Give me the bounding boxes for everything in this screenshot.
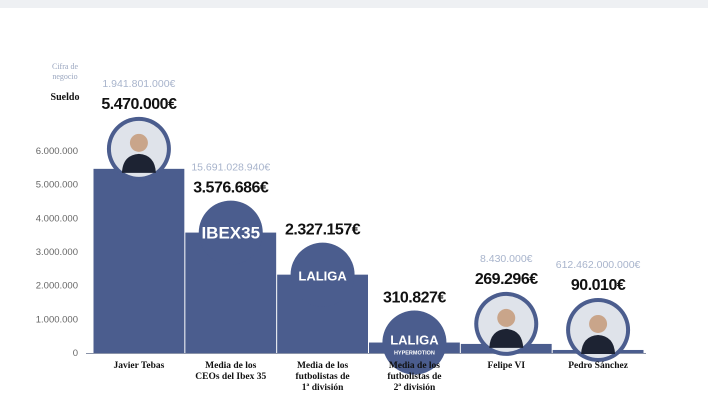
y-tick-label: 0 [73,348,78,359]
top-frame-strip [0,0,708,8]
value-label-1: 5.470.000€ [101,96,177,113]
marker-circle-2 [198,200,263,265]
value-label-3: 2.327.157€ [285,222,361,239]
laliga-hypermotion-logo: LALIGA [390,333,439,348]
turnover-label-6: 612.462.000.000€ [556,259,641,271]
category-label: 2ª división [394,383,436,393]
y-tick-label: 4.000.000 [36,213,78,224]
marker-circle-3 [290,242,355,307]
category-label: futbolistas de [296,372,350,382]
category-label: CEOs del Ibex 35 [195,372,266,382]
value-label-4: 310.827€ [383,290,446,307]
y-tick-label: 6.000.000 [36,146,78,157]
felipe-vi-portrait [489,328,524,348]
pedro-sanchez-portrait [581,334,616,354]
category-label: futbolistas de [387,372,441,382]
turnover-label-1: 1.941.801.000€ [102,78,175,90]
javier-tebas-portrait [121,153,156,173]
value-label-5: 269.296€ [475,271,538,288]
pedro-sanchez-portrait-head [589,314,608,333]
category-label: Javier Tebas [114,361,165,371]
marker-circle-4 [382,310,447,375]
y-tick-label: 3.000.000 [36,247,78,258]
laliga-hypermotion-logo-subtext: HYPERMOTION [394,351,435,357]
category-label: 1ª división [302,383,344,393]
javier-tebas-portrait-head [129,133,148,152]
value-label-6: 90.010€ [571,277,626,294]
bar-1 [93,168,185,353]
category-label: Media de los [389,361,440,371]
y-tick-label: 2.000.000 [36,281,78,292]
ibex35-logo: IBEX35 [201,224,260,243]
category-label: Felipe VI [487,361,525,371]
legend-turnover-label: Cifra de negocio [52,62,78,81]
turnover-label-2: 15.691.028.940€ [191,162,270,174]
y-tick-label: 1.000.000 [36,314,78,325]
legend-salary-label: Sueldo [50,92,80,103]
felipe-vi-portrait-head [497,308,516,327]
laliga-logo: LALIGA [298,269,347,284]
category-label: Media de los [205,361,256,371]
y-tick-label: 5.000.000 [36,180,78,191]
category-label: Media de los [297,361,348,371]
value-label-2: 3.576.686€ [193,180,269,197]
turnover-label-5: 8.430.000€ [480,253,533,265]
category-label: Pedro Sánchez [568,361,629,371]
